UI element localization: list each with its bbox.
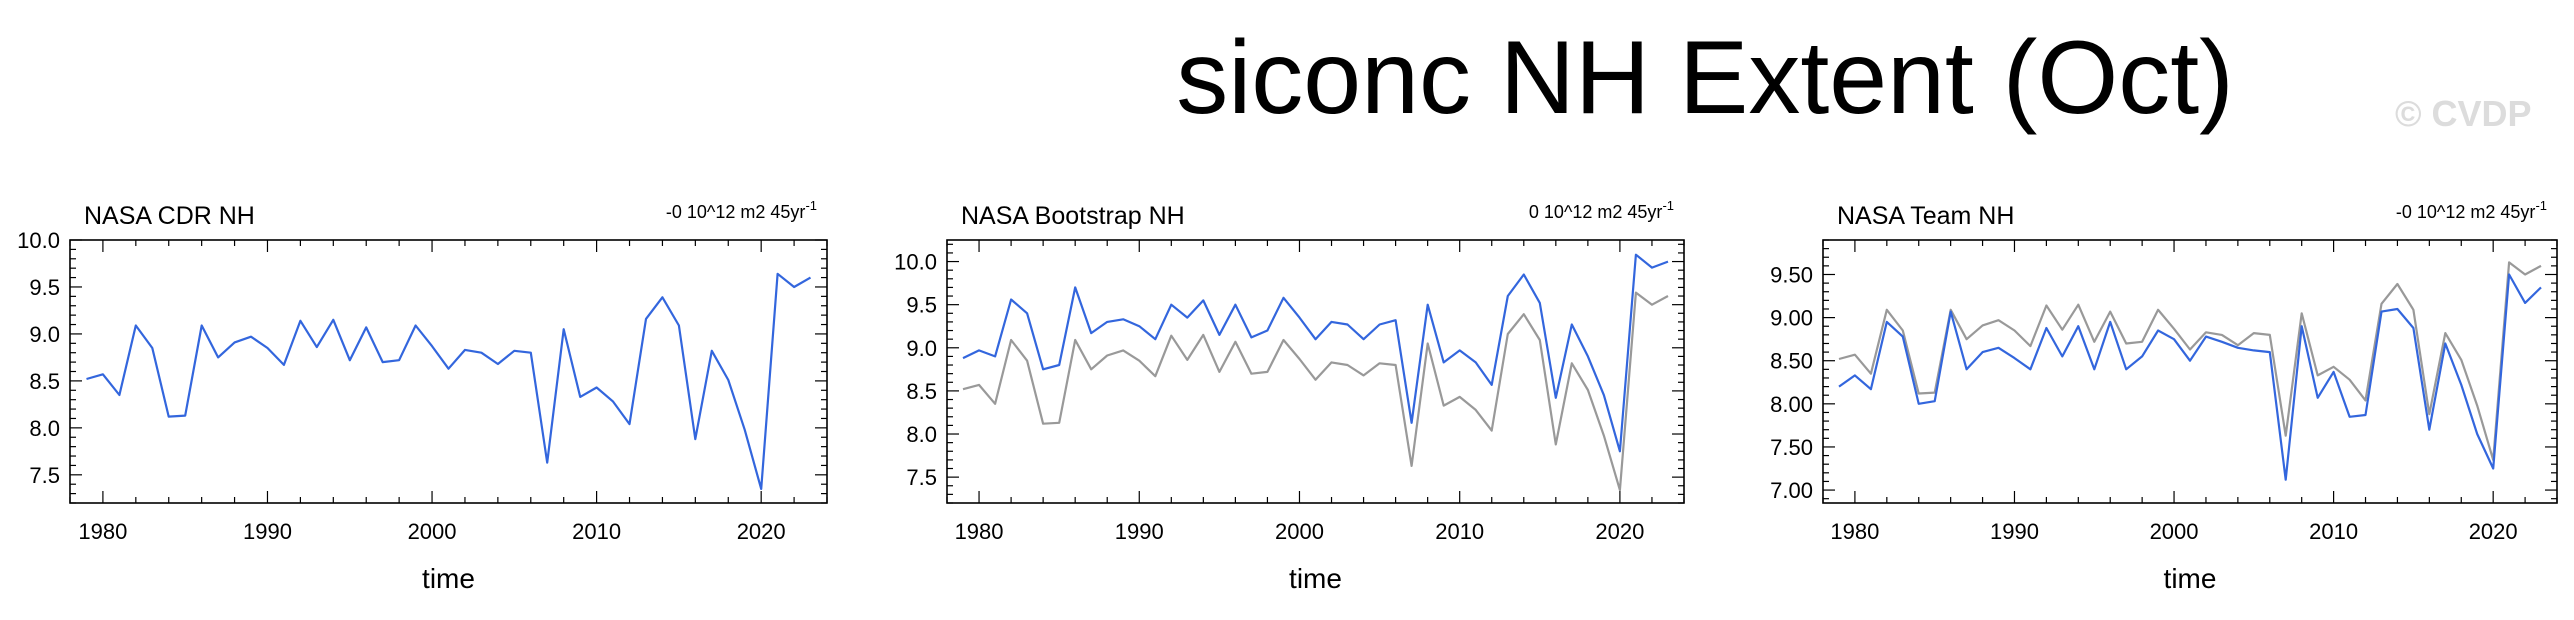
x-axis-label: time [422,563,475,594]
y-tick-label: 7.5 [29,463,60,488]
x-tick-label: 2000 [408,519,457,544]
y-tick-label: 9.5 [906,293,937,318]
y-tick-label: 8.50 [1770,349,1813,374]
y-tick-label: 7.5 [906,465,937,490]
x-tick-label: 2010 [2309,519,2358,544]
chart-panel-1: 1980 1990 2000 2010 2020 7.5 8.0 8.5 9.0 9.5 10.0 N… [17,198,828,594]
chart-panel-3: 1980 1990 2000 2010 2020 7.00 7.50 8.00 8.50 9.00… [1770,198,2558,594]
x-tick-label: 1980 [955,519,1004,544]
y-tick-label: 7.50 [1770,435,1813,460]
y-tick-label: 9.0 [29,322,60,347]
trend-label: -0 10^12 m2 45yr-1 [2396,198,2547,222]
primary-series-line [962,253,1669,453]
panel-title: NASA Team NH [1837,202,2014,230]
reference-series-line [962,291,1669,492]
x-tick-label: 2010 [1435,519,1484,544]
plot-frame [1822,239,2558,504]
x-tick-label: 2000 [1275,519,1324,544]
trend-superscript: -1 [1662,198,1674,213]
y-tick-label: 8.00 [1770,392,1813,417]
y-tick-label: 8.0 [29,416,60,441]
figure-title: siconc NH Extent (Oct) [1176,20,2234,136]
trend-superscript: -1 [2535,198,2547,213]
primary-series-line [86,272,812,490]
x-tick-label: 1980 [78,519,127,544]
x-tick-label: 2010 [572,519,621,544]
x-tick-label: 1980 [1830,519,1879,544]
y-tick-label: 8.5 [906,379,937,404]
x-tick-label: 1990 [1115,519,1164,544]
primary-series-line [1838,273,2542,481]
panel-title: NASA Bootstrap NH [961,202,1185,230]
x-axis-label: time [1289,563,1342,594]
y-tick-label: 9.5 [29,275,60,300]
y-tick-label: 9.50 [1770,262,1813,287]
trend-superscript: -1 [805,198,817,213]
x-tick-label: 2000 [2150,519,2199,544]
trend-label: 0 10^12 m2 45yr-1 [1529,198,1674,222]
reference-series-line [1838,261,2542,461]
trend-label: -0 10^12 m2 45yr-1 [666,198,817,222]
y-tick-label: 9.0 [906,336,937,361]
x-axis-label: time [2164,563,2217,594]
x-tick-label: 2020 [1595,519,1644,544]
x-tick-label: 2020 [2469,519,2518,544]
y-tick-label: 10.0 [894,250,937,275]
y-tick-label: 8.0 [906,422,937,447]
x-tick-label: 1990 [1990,519,2039,544]
x-tick-label: 2020 [737,519,786,544]
x-tick-label: 1990 [243,519,292,544]
y-tick-label: 8.5 [29,369,60,394]
plot-frame [946,239,1685,504]
chart-panel-2: 1980 1990 2000 2010 2020 7.5 8.0 8.5 9.0 9.5 10.0 N… [894,198,1685,594]
cvdp-watermark: © CVDP [2395,93,2532,134]
y-tick-label: 9.00 [1770,306,1813,331]
plot-frame [69,239,828,504]
y-tick-label: 7.00 [1770,478,1813,503]
y-tick-label: 10.0 [17,228,60,253]
panel-title: NASA CDR NH [84,202,255,230]
